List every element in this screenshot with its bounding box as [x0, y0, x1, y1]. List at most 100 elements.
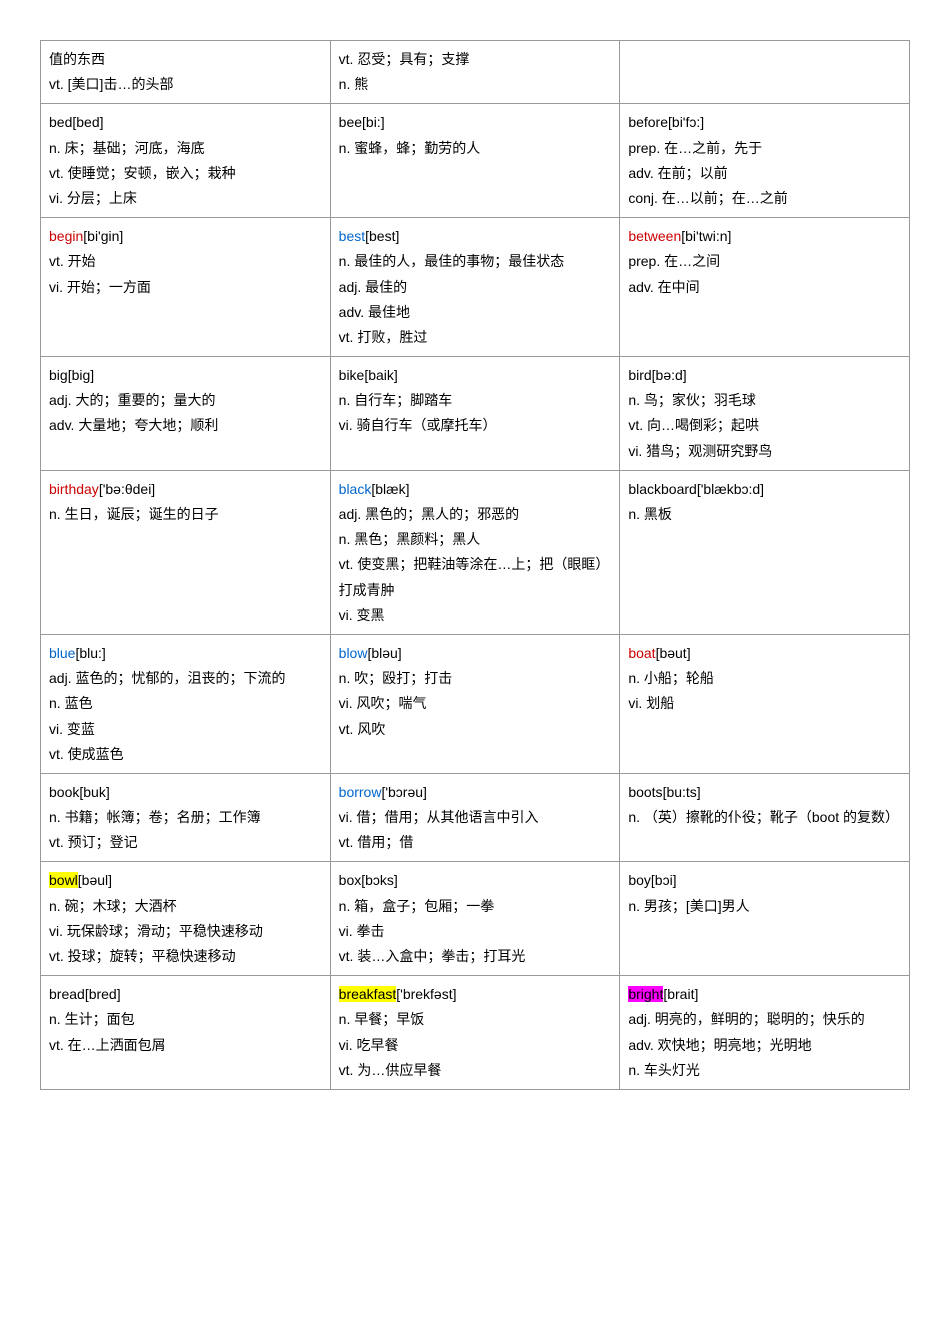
entry-line: n. 生计；面包	[49, 1007, 322, 1032]
entry-line: n. 蜜蜂，蜂；勤劳的人	[339, 136, 612, 161]
entry-line: vt. 打败，胜过	[339, 325, 612, 350]
part-of-speech: vi.	[339, 607, 353, 623]
definition-text: 风吹	[353, 721, 385, 737]
part-of-speech: n.	[49, 140, 61, 156]
pronunciation: [big]	[68, 367, 94, 383]
entry-line: vi. 骑自行车（或摩托车）	[339, 413, 612, 438]
part-of-speech: n.	[339, 253, 351, 269]
entry-line: n. 生日，诞辰；诞生的日子	[49, 502, 322, 527]
entry-line: bright[brait]	[628, 982, 901, 1007]
entry-line: 值的东西	[49, 47, 322, 72]
entry-line: vt. 使成蓝色	[49, 742, 322, 767]
table-row: bed[bed]n. 床；基础；河底，海底vt. 使睡觉；安顿，嵌入；栽种vi.…	[41, 104, 910, 218]
pronunciation: [buk]	[79, 784, 109, 800]
entry-line: between[bi'twi:n]	[628, 224, 901, 249]
entry-line: n. 蓝色	[49, 691, 322, 716]
table-cell: bee[bi:]n. 蜜蜂，蜂；勤劳的人	[330, 104, 620, 218]
table-cell: 值的东西vt. [美口]击…的头部	[41, 41, 331, 104]
definition-text: 黑色；黑颜料；黑人	[350, 531, 480, 547]
part-of-speech: n.	[628, 506, 640, 522]
table-cell: borrow['bɔrəu]vi. 借；借用；从其他语言中引入vt. 借用；借	[330, 773, 620, 862]
entry-line: boy[bɔi]	[628, 868, 901, 893]
entry-line: adj. 明亮的，鲜明的；聪明的；快乐的	[628, 1007, 901, 1032]
entry-line: before[bi'fɔ:]	[628, 110, 901, 135]
part-of-speech: vi.	[49, 923, 63, 939]
part-of-speech: n.	[339, 670, 351, 686]
entry-line: book[buk]	[49, 780, 322, 805]
definition-text: 划船	[642, 695, 674, 711]
definition-text: 预订；登记	[64, 834, 138, 850]
part-of-speech: vi.	[628, 695, 642, 711]
definition-text: 猎鸟；观测研究野鸟	[642, 443, 772, 459]
definition-text: 男孩；[美口]男人	[640, 898, 750, 914]
definition-text: 开始；一方面	[63, 279, 151, 295]
definition-text: 黑色的；黑人的；邪恶的	[361, 506, 519, 522]
definition-text: 在中间	[654, 279, 700, 295]
pronunciation: [bəut]	[656, 645, 691, 661]
entry-line: box[bɔks]	[339, 868, 612, 893]
table-cell: box[bɔks]n. 箱，盒子；包厢；一拳vi. 拳击vt. 装…入盒中；拳击…	[330, 862, 620, 976]
table-cell: between[bi'twi:n]prep. 在…之间adv. 在中间	[620, 218, 910, 357]
definition-text: 生日，诞辰；诞生的日子	[61, 506, 219, 522]
entry-line: n. 男孩；[美口]男人	[628, 894, 901, 919]
definition-text: 使变黑；把鞋油等涂在…上；把（眼眶）打成青肿	[339, 556, 610, 597]
entry-line: n. 箱，盒子；包厢；一拳	[339, 894, 612, 919]
entry-line: birthday['bə:θdei]	[49, 477, 322, 502]
definition-text: 箱，盒子；包厢；一拳	[350, 898, 494, 914]
definition-text: 打败，胜过	[353, 329, 427, 345]
table-row: 值的东西vt. [美口]击…的头部vt. 忍受；具有；支撑n. 熊	[41, 41, 910, 104]
headword: black	[339, 481, 372, 497]
headword: boots	[628, 784, 662, 800]
definition-text: 吃早餐	[353, 1037, 399, 1053]
table-row: big[big]adj. 大的；重要的；量大的adv. 大量地；夸大地；顺利bi…	[41, 357, 910, 471]
definition-text: 忍受；具有；支撑	[353, 51, 469, 67]
part-of-speech: n.	[49, 506, 61, 522]
pronunciation: [bəul]	[78, 872, 112, 888]
part-of-speech: vt.	[49, 1037, 64, 1053]
headword: blue	[49, 645, 75, 661]
entry-line: vt. [美口]击…的头部	[49, 72, 322, 97]
headword: best	[339, 228, 365, 244]
part-of-speech: vt.	[339, 51, 354, 67]
pronunciation: [bi'fɔ:]	[668, 114, 704, 130]
headword: big	[49, 367, 68, 383]
entry-line: vt. 忍受；具有；支撑	[339, 47, 612, 72]
definition-text: 风吹；喘气	[353, 695, 427, 711]
entry-line: n. （英）擦靴的仆役；靴子（boot 的复数）	[628, 805, 901, 830]
definition-text: 鸟；家伙；羽毛球	[640, 392, 756, 408]
definition-text: 开始	[64, 253, 96, 269]
definition-text: 借用；借	[353, 834, 413, 850]
part-of-speech: vi.	[49, 721, 63, 737]
entry-line: adv. 在中间	[628, 275, 901, 300]
definition-text: 生计；面包	[61, 1011, 135, 1027]
pronunciation: [bi'gin]	[83, 228, 123, 244]
entry-line: boat[bəut]	[628, 641, 901, 666]
headword: book	[49, 784, 79, 800]
entry-line: n. 床；基础；河底，海底	[49, 136, 322, 161]
part-of-speech: vt.	[49, 834, 64, 850]
part-of-speech: n.	[628, 809, 640, 825]
entry-line: black[blæk]	[339, 477, 612, 502]
entry-line: big[big]	[49, 363, 322, 388]
table-cell: breakfast['brekfəst]n. 早餐；早饭vi. 吃早餐vt. 为…	[330, 976, 620, 1090]
pronunciation: [blæk]	[371, 481, 409, 497]
part-of-speech: vt.	[339, 329, 354, 345]
entry-line: vt. 投球；旋转；平稳快速移动	[49, 944, 322, 969]
pronunciation: [blu:]	[75, 645, 105, 661]
pronunciation: [bləu]	[367, 645, 401, 661]
definition-text: 装…入盒中；拳击；打耳光	[353, 948, 525, 964]
entry-line: vt. 开始	[49, 249, 322, 274]
table-cell: birthday['bə:θdei]n. 生日，诞辰；诞生的日子	[41, 470, 331, 634]
table-cell: book[buk]n. 书籍；帐簿；卷；名册；工作簿vt. 预订；登记	[41, 773, 331, 862]
dictionary-page: 值的东西vt. [美口]击…的头部vt. 忍受；具有；支撑n. 熊bed[bed…	[40, 40, 910, 1090]
part-of-speech: adj.	[339, 506, 362, 522]
entry-line: blackboard['blækbɔ:d]	[628, 477, 901, 502]
headword: bed	[49, 114, 72, 130]
entry-line: prep. 在…之前，先于	[628, 136, 901, 161]
headword: bowl	[49, 872, 78, 888]
definition-text: 在…上洒面包屑	[64, 1037, 166, 1053]
part-of-speech: prep.	[628, 253, 660, 269]
part-of-speech: n.	[628, 670, 640, 686]
table-row: bowl[bəul]n. 碗；木球；大酒杯vi. 玩保龄球；滑动；平稳快速移动v…	[41, 862, 910, 976]
table-row: blue[blu:]adj. 蓝色的；忧郁的，沮丧的；下流的n. 蓝色vi. 变…	[41, 634, 910, 773]
